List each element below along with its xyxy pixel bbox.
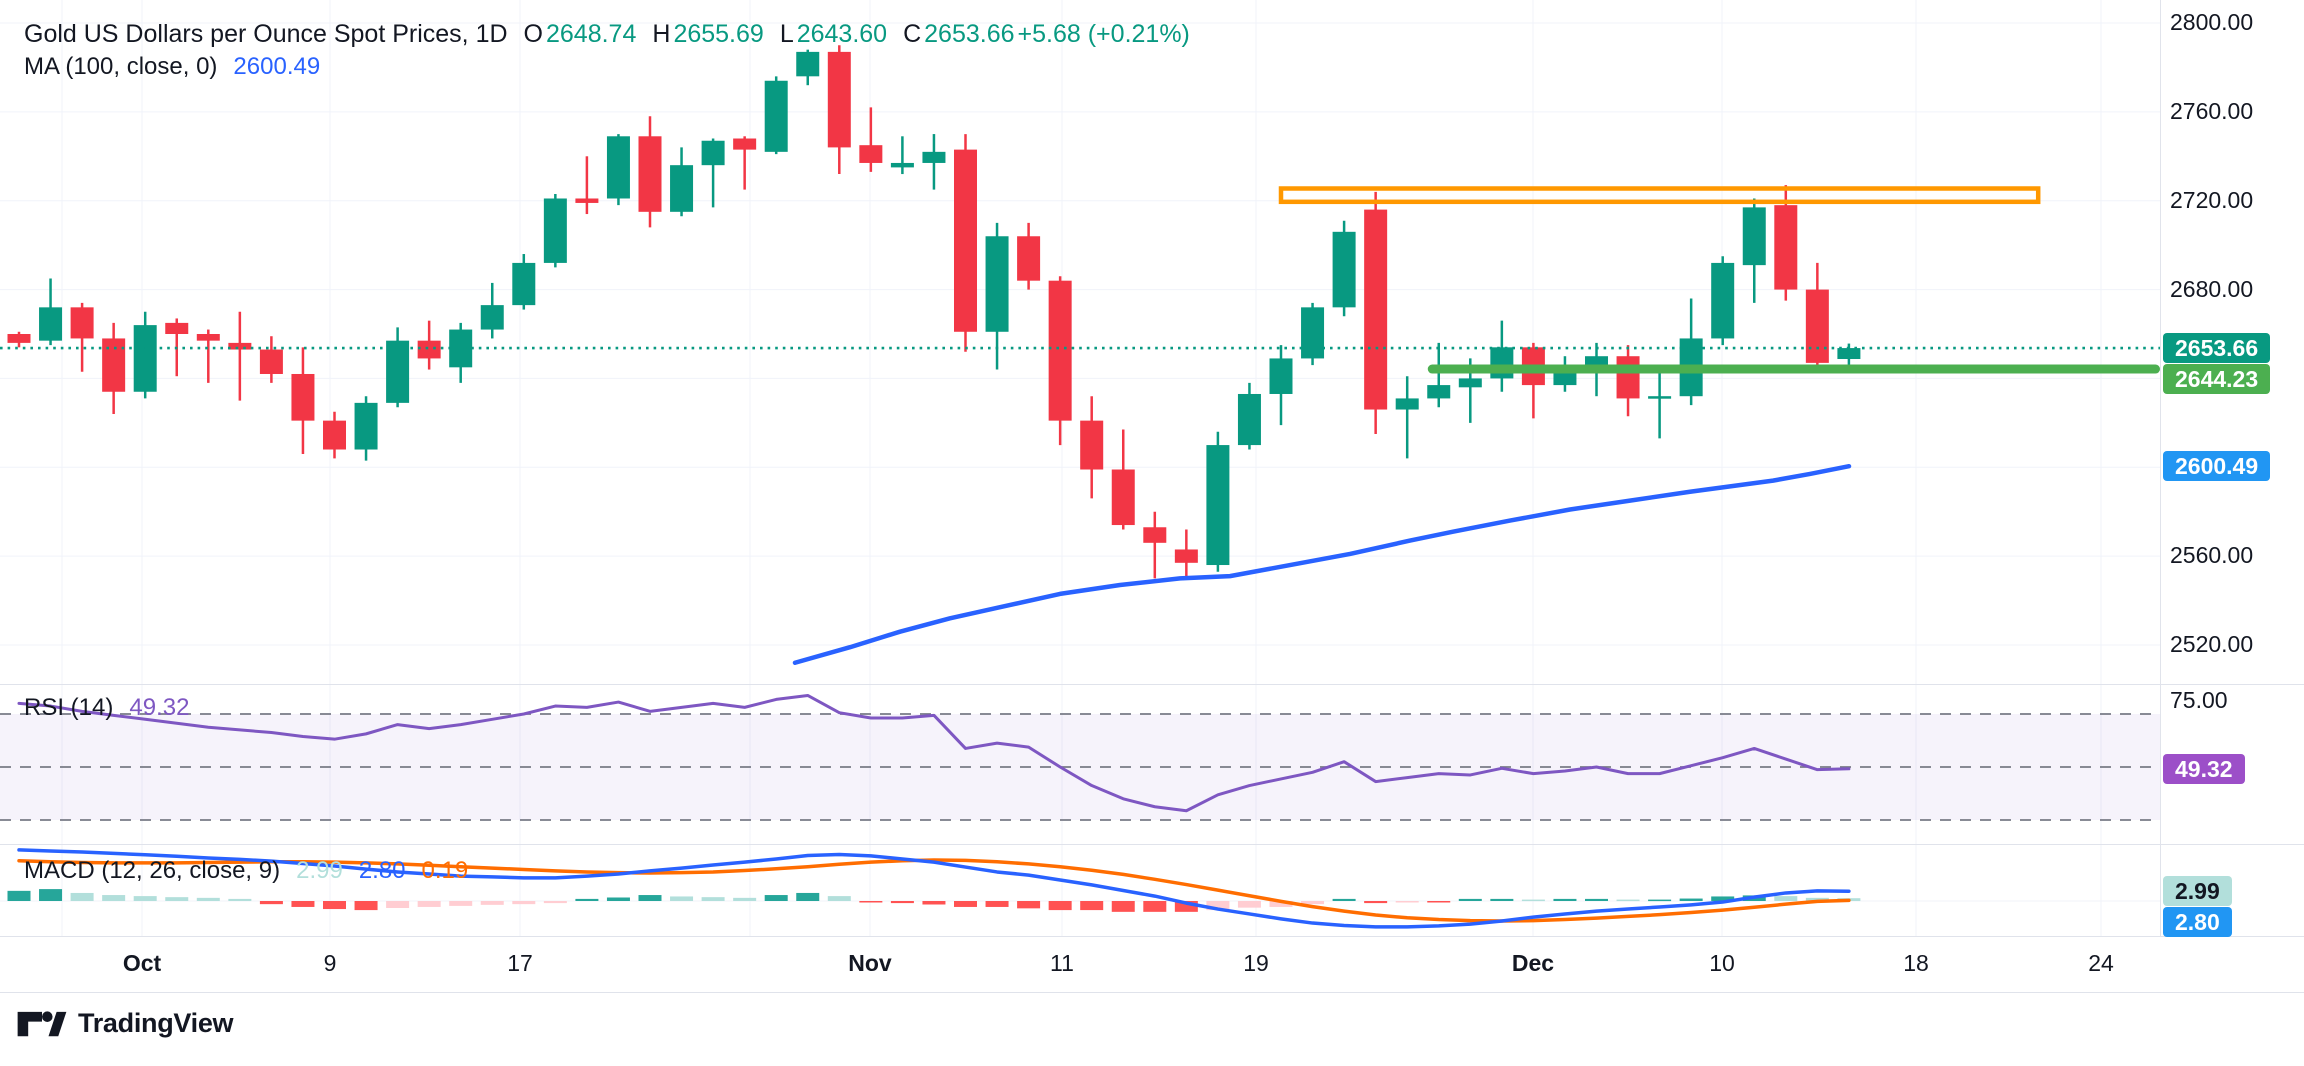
time-label: 10 — [1709, 950, 1735, 976]
price-axis-label: 2680.00 — [2170, 275, 2254, 302]
time-label: Oct — [122, 950, 162, 976]
price-axis-label: 2720.00 — [2170, 186, 2254, 213]
macd-signal-value: 0.19 — [421, 857, 469, 884]
price-axis-label: 2520.00 — [2170, 631, 2254, 657]
macd-line-value: 2.80 — [358, 857, 406, 884]
price-badge-ma: 2600.49 — [2163, 451, 2271, 482]
price-badge-level: 2644.23 — [2163, 364, 2271, 395]
time-label: 18 — [1903, 950, 1929, 976]
ohlc-high: H 2655.69 — [652, 20, 764, 48]
ma-value: 2600.49 — [233, 53, 321, 80]
time-label: Nov — [848, 950, 892, 976]
price-axis-label: 2760.00 — [2170, 97, 2254, 124]
ma-label: MA (100, close, 0) — [24, 53, 218, 80]
time-label: 19 — [1243, 950, 1269, 976]
ohlc-low: L 2643.60 — [779, 20, 888, 48]
price-change: +5.68 (+0.21%) — [1017, 20, 1190, 48]
time-label: 9 — [323, 950, 337, 976]
tradingview-logo[interactable]: TradingView — [16, 1008, 234, 1039]
price-scale-border — [2160, 0, 2161, 936]
macd-badge-macd: 2.80 — [2163, 906, 2232, 937]
ohlc-close: C 2653.66 — [903, 20, 1015, 48]
time-axis-border — [0, 936, 2304, 937]
time-label: 11 — [1050, 950, 1074, 976]
pane-separator[interactable] — [0, 844, 2304, 845]
rsi-value-badge: 49.32 — [2163, 753, 2245, 784]
tradingview-logo-icon — [17, 1010, 67, 1036]
rsi-value: 49.32 — [129, 694, 190, 721]
macd-badge-hist: 2.99 — [2163, 875, 2232, 906]
ma-legend: MA (100, close, 0) 2600.49 — [24, 53, 320, 81]
rsi-label: RSI (14) — [24, 694, 114, 721]
macd-label: MACD (12, 26, close, 9) — [24, 857, 281, 884]
rsi-axis-label: 75.00 — [2170, 686, 2228, 713]
macd-hist-value: 2.99 — [296, 857, 343, 884]
rsi-legend: RSI (14) 49.32 — [24, 694, 189, 722]
symbol-title: Gold US Dollars per Ounce Spot Prices, 1… — [24, 20, 508, 48]
time-label: Dec — [1511, 950, 1555, 976]
ohlc-open: O 2648.74 — [523, 20, 637, 48]
price-axis-label: 2560.00 — [2170, 542, 2254, 569]
time-label: 17 — [507, 950, 533, 976]
pane-separator[interactable] — [0, 684, 2304, 685]
price-badge-close: 2653.66 — [2163, 333, 2271, 364]
tradingview-logo-text: TradingView — [78, 1008, 234, 1038]
price-axis-label: 2800.00 — [2170, 9, 2254, 35]
symbol-legend: Gold US Dollars per Ounce Spot Prices, 1… — [24, 20, 1190, 49]
chart-bottom-border — [0, 992, 2304, 993]
macd-legend: MACD (12, 26, close, 9) 2.99 2.80 0.19 — [24, 857, 468, 885]
time-label: 24 — [2088, 950, 2114, 976]
